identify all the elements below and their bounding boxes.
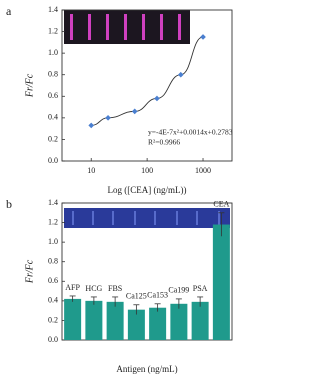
x-tick-label: 10 <box>87 166 95 175</box>
data-point <box>200 34 206 40</box>
data-point <box>154 95 160 102</box>
y-tick-label: 1.2 <box>48 217 58 226</box>
category-label: Ca153 <box>147 291 168 300</box>
category-label: PSA <box>193 284 208 293</box>
panel-label: b <box>6 197 12 211</box>
bar <box>85 300 103 340</box>
y-tick-label: 0.8 <box>48 257 58 266</box>
annotation: R²=0.9966 <box>148 138 180 147</box>
gel-bands <box>72 211 220 225</box>
x-axis-label: Antigen (ng/mL) <box>116 364 177 374</box>
y-tick-label: 0.6 <box>48 276 58 285</box>
bar <box>170 303 188 340</box>
y-tick-label: 1.4 <box>48 5 58 14</box>
figure: a Fr/Fc Log ([CEA] (ng/mL)) 0.0 0.2 0.4 0.6 0.8… <box>6 4 233 374</box>
gel-image <box>64 208 230 228</box>
bar <box>149 307 167 340</box>
category-label: FBS <box>108 284 122 293</box>
y-tick-label: 0.4 <box>48 113 58 122</box>
fit-curve <box>91 36 204 126</box>
bar <box>212 224 230 340</box>
bar <box>106 301 124 340</box>
category-label: HCG <box>85 284 102 293</box>
data-point <box>177 71 184 78</box>
data-point <box>88 122 95 129</box>
x-tick-label: 100 <box>141 166 153 175</box>
data-point <box>105 115 111 121</box>
plot-frame <box>61 202 233 341</box>
x-tick-label: 1000 <box>195 166 211 175</box>
gel-bands <box>70 14 181 40</box>
category-label: Ca125 <box>126 292 147 301</box>
y-tick-label: 1.2 <box>48 26 58 35</box>
data-point <box>131 108 138 115</box>
y-tick-label: 0.2 <box>48 134 58 143</box>
annotation: y=-4E-7x²+0.0014x+0.2783 <box>148 128 233 137</box>
y-tick-label: 1.0 <box>48 48 58 57</box>
y-tick-label: 0.2 <box>48 315 58 324</box>
y-tick-label: 0.6 <box>48 91 58 100</box>
y-tick-label: 1.0 <box>48 237 58 246</box>
bar <box>191 301 209 340</box>
y-axis-label: Fr/Fc <box>24 73 35 98</box>
y-tick-label: 0.4 <box>48 296 58 305</box>
y-tick-label: 0.8 <box>48 70 58 79</box>
y-tick-label: 0.0 <box>48 335 58 344</box>
y-axis-label: Fr/Fc <box>24 259 35 284</box>
bar <box>127 309 145 340</box>
y-tick-label: 0.0 <box>48 156 58 165</box>
panel-label: a <box>6 4 12 18</box>
category-label: CEA <box>213 200 229 209</box>
category-label: AFP <box>65 283 80 292</box>
x-axis-label: Log ([CEA] (ng/mL)) <box>108 185 187 195</box>
category-label: Ca199 <box>168 286 189 295</box>
bar <box>64 298 82 340</box>
y-tick-label: 1.4 <box>48 198 58 207</box>
